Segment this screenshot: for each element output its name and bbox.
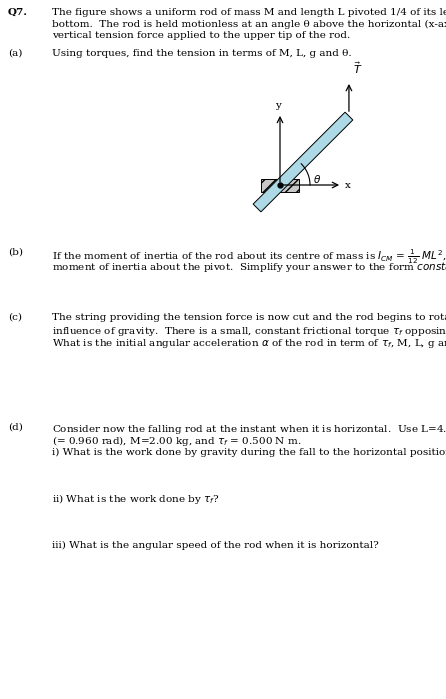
Text: Using torques, find the tension in terms of M, L, g and θ.: Using torques, find the tension in terms… [52, 48, 351, 57]
Text: moment of inertia about the pivot.  Simplify your answer to the form $\mathit{co: moment of inertia about the pivot. Simpl… [52, 259, 446, 275]
Polygon shape [261, 178, 299, 192]
Text: The figure shows a uniform rod of mass M and length L pivoted 1/4 of its length : The figure shows a uniform rod of mass M… [52, 8, 446, 17]
Text: iii) What is the angular speed of the rod when it is horizontal?: iii) What is the angular speed of the ro… [52, 540, 379, 549]
Text: y: y [275, 101, 281, 110]
Text: What is the initial angular acceleration $\alpha$ of the rod in term of $\tau_f$: What is the initial angular acceleration… [52, 336, 446, 350]
Text: i) What is the work done by gravity during the fall to the horizontal position?: i) What is the work done by gravity duri… [52, 447, 446, 456]
Text: influence of gravity.  There is a small, constant frictional torque $\tau_f$ opp: influence of gravity. There is a small, … [52, 324, 446, 338]
Text: $\theta$: $\theta$ [313, 173, 322, 185]
Text: Q7.: Q7. [8, 8, 28, 17]
Text: (c): (c) [8, 313, 22, 322]
Text: (a): (a) [8, 48, 22, 57]
Text: ii) What is the work done by $\tau_f$?: ii) What is the work done by $\tau_f$? [52, 493, 220, 507]
Text: (b): (b) [8, 248, 23, 257]
Polygon shape [253, 112, 353, 212]
Text: (= 0.960 rad), M=2.00 kg, and $\tau_f$ = 0.500 N m.: (= 0.960 rad), M=2.00 kg, and $\tau_f$ =… [52, 434, 301, 448]
Text: The string providing the tension force is now cut and the rod begins to rotate u: The string providing the tension force i… [52, 313, 446, 322]
Text: If the moment of inertia of the rod about its centre of mass is $I_{CM}$ = $\fra: If the moment of inertia of the rod abou… [52, 248, 446, 266]
Text: Consider now the falling rod at the instant when it is horizontal.  Use L=4.00 m: Consider now the falling rod at the inst… [52, 422, 446, 436]
Text: bottom.  The rod is held motionless at an angle θ above the horizontal (x-axis) : bottom. The rod is held motionless at an… [52, 20, 446, 29]
Text: x: x [345, 180, 351, 189]
Text: (d): (d) [8, 422, 23, 431]
Text: vertical tension force applied to the upper tip of the rod.: vertical tension force applied to the up… [52, 31, 350, 40]
Text: $\vec{T}$: $\vec{T}$ [353, 60, 363, 76]
